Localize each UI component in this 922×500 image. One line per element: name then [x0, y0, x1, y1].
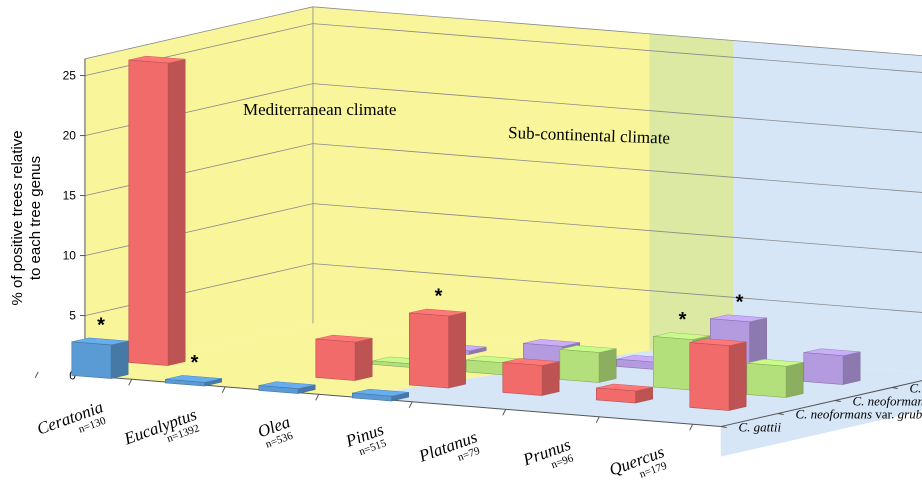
bar-side-face — [354, 337, 373, 381]
x-tick-mark — [595, 416, 600, 424]
back-wall-transition — [649, 33, 734, 358]
y-tick-label: 20 — [63, 129, 77, 143]
bar: * — [71, 314, 129, 379]
significance-marker: * — [679, 309, 687, 331]
series-label-variety: grubii — [894, 406, 922, 421]
bar — [595, 383, 653, 404]
bar-front-face — [559, 349, 600, 383]
series-label-species: C. neoformans — [909, 380, 922, 395]
y-axis-label-line1: % of positive trees relative — [9, 130, 26, 305]
bar-side-face — [598, 348, 617, 383]
series-label: C. neoformans var. neoformans — [852, 393, 922, 408]
bar-front-face — [165, 378, 205, 387]
bar-front-face — [71, 341, 112, 379]
bar-side-face — [448, 311, 466, 389]
back-wall-subcontinental — [733, 40, 922, 373]
bar-side-face — [167, 58, 186, 366]
bar-side-face — [728, 341, 747, 411]
series-label-species: C. neoformans — [795, 406, 872, 421]
bar-front-face — [689, 342, 730, 411]
bar — [351, 388, 409, 402]
annotation-mediterranean: Mediterranean climate — [243, 100, 396, 119]
depth-tick-mark — [777, 413, 784, 416]
bar-front-face — [595, 387, 636, 404]
series-label: C. neoformans hybrids — [909, 380, 922, 395]
x-tick-mark — [128, 379, 133, 386]
depth-tick-mark — [720, 426, 727, 429]
depth-tick-mark — [891, 387, 898, 390]
bar — [803, 348, 861, 385]
series-label-species: C. neoformans — [852, 393, 922, 408]
bar-front-face — [746, 362, 787, 398]
series-label-species: C. gattii — [738, 419, 781, 434]
bar-side-face — [110, 340, 129, 379]
bar — [258, 381, 316, 394]
significance-marker: * — [435, 286, 443, 308]
bar — [689, 338, 747, 411]
bar-front-face — [652, 336, 693, 391]
bar: * — [165, 352, 222, 387]
significance-marker: * — [736, 291, 744, 313]
bar — [559, 345, 617, 383]
bar-side-face — [541, 361, 560, 396]
bar-front-face — [351, 392, 392, 402]
bar-side-face — [842, 351, 861, 385]
series-label: C. gattii — [738, 419, 781, 434]
significance-marker: * — [97, 314, 105, 336]
series-label-var: var. — [872, 406, 894, 421]
bar-side-face — [785, 362, 804, 398]
bar — [128, 55, 186, 366]
side-wall — [85, 6, 313, 376]
bar-front-face — [128, 59, 169, 366]
y-tick-label: 25 — [63, 69, 77, 83]
y-tick-label: 5 — [69, 309, 76, 323]
significance-marker: * — [191, 352, 199, 374]
back-wall-mediterranean — [312, 6, 650, 351]
x-tick-mark — [315, 394, 320, 401]
y-axis-label-line2: to each tree genus — [27, 156, 44, 280]
x-tick-mark — [408, 401, 413, 409]
bar — [315, 334, 373, 381]
x-tick-mark — [221, 386, 226, 394]
depth-tick-mark — [834, 400, 841, 403]
bar-front-face — [408, 312, 449, 389]
bar-front-face — [315, 338, 356, 381]
x-tick-mark — [502, 409, 507, 416]
y-tick-label: 10 — [63, 249, 77, 263]
bar — [746, 359, 804, 398]
y-tick-label: 15 — [63, 189, 77, 203]
bars: * * * * * — [71, 55, 861, 411]
bar-front-face — [803, 352, 844, 385]
side-strip — [720, 380, 922, 457]
bar-front-face — [258, 385, 299, 394]
series-label: C. neoformans var. grubii — [795, 406, 922, 421]
x-tick-mark — [689, 424, 694, 431]
bar-front-face — [502, 362, 543, 396]
bar — [502, 358, 560, 396]
x-tick-mark — [34, 371, 39, 379]
bar: * — [408, 286, 466, 389]
